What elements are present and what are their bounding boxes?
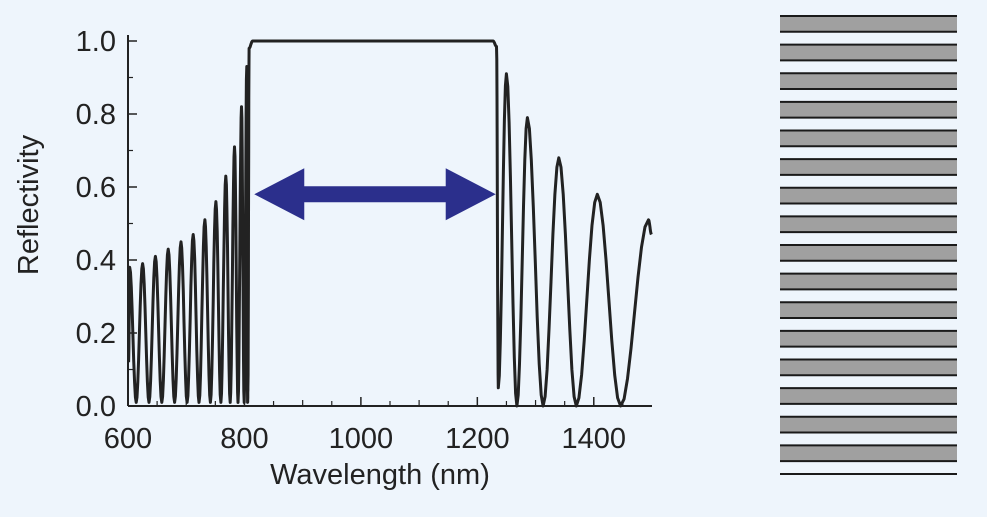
x-tick-label: 1000 bbox=[329, 423, 394, 455]
high-index-layer bbox=[780, 44, 957, 61]
high-index-layer bbox=[780, 388, 957, 404]
high-index-layer bbox=[780, 245, 957, 261]
x-tick-label: 1400 bbox=[562, 423, 627, 455]
x-axis-label: Wavelength (nm) bbox=[270, 459, 490, 491]
y-tick-label: 0.4 bbox=[76, 245, 116, 277]
high-index-layer bbox=[780, 359, 957, 376]
reflectivity-line bbox=[127, 39, 653, 408]
stopband-double-arrow bbox=[254, 168, 496, 221]
y-tick-label: 0.0 bbox=[76, 391, 116, 423]
high-index-layer bbox=[780, 216, 957, 233]
y-axis-label: Reflectivity bbox=[13, 134, 45, 275]
high-index-layer bbox=[780, 273, 957, 290]
high-index-layer bbox=[780, 302, 957, 318]
high-index-layer bbox=[780, 73, 957, 89]
multilayer-stack bbox=[780, 15, 957, 475]
y-tick-label: 0.6 bbox=[76, 172, 116, 204]
y-tick-label: 1.0 bbox=[76, 26, 116, 58]
y-tick-label: 0.2 bbox=[76, 318, 116, 350]
high-index-layer bbox=[780, 445, 957, 462]
high-index-layer bbox=[780, 330, 957, 347]
high-index-layer bbox=[780, 187, 957, 204]
y-tick-label: 0.8 bbox=[76, 99, 116, 131]
chart-axes: 600 800 1000 1200 1400 0.0 0.2 0.4 0.6 0.8 1.0 bbox=[76, 26, 652, 455]
high-index-layer bbox=[780, 101, 957, 118]
stopband-arrow-group bbox=[254, 168, 496, 221]
x-tick-label: 800 bbox=[220, 423, 268, 455]
reflectivity-curve-group bbox=[127, 39, 653, 408]
high-index-layer bbox=[780, 16, 957, 32]
x-tick-label: 600 bbox=[104, 423, 152, 455]
high-index-layer bbox=[780, 416, 957, 433]
x-tick-label: 1200 bbox=[445, 423, 510, 455]
high-index-layer bbox=[780, 130, 957, 147]
high-index-layer bbox=[780, 159, 957, 175]
